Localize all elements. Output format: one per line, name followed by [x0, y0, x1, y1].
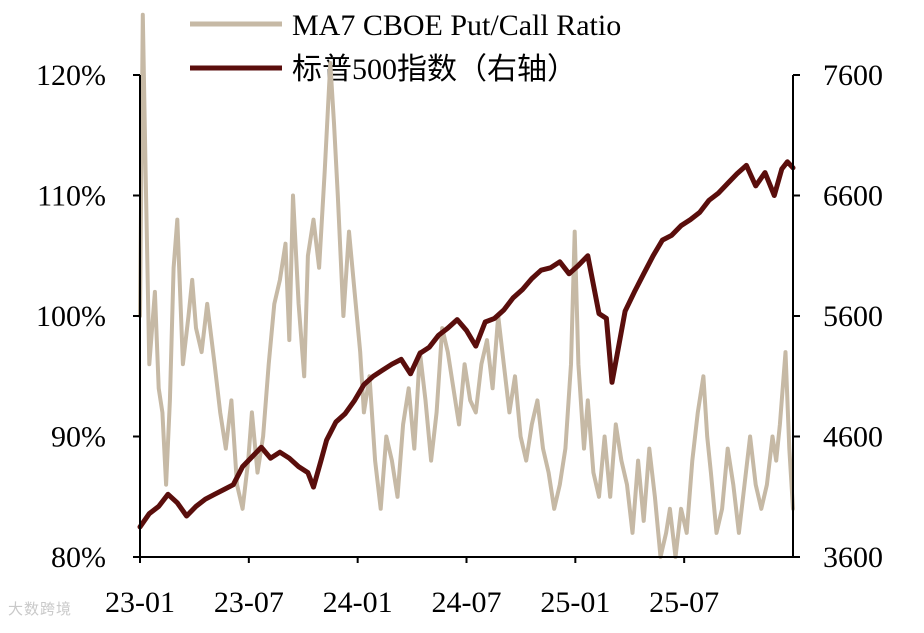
legend: MA7 CBOE Put/Call Ratio 标普500指数（右轴） — [190, 9, 621, 86]
x-tick-label: 24-01 — [323, 586, 393, 619]
right-y-tick-label: 6600 — [823, 180, 883, 213]
x-tick-label: 25-07 — [649, 586, 719, 619]
x-tick-label: 23-07 — [214, 586, 284, 619]
x-tick-label: 23-01 — [105, 586, 175, 619]
legend-label-put-call: MA7 CBOE Put/Call Ratio — [292, 9, 621, 42]
right-y-tick-label: 7600 — [823, 59, 883, 92]
right-y-tick-label: 4600 — [823, 421, 883, 454]
left-y-tick-label: 120% — [36, 59, 106, 92]
left-y-tick-label: 110% — [37, 180, 106, 213]
right-y-tick-label: 3600 — [823, 541, 883, 574]
left-y-tick-label: 90% — [51, 421, 106, 454]
axes-layer: 80% 90% 100% 110% 120% 3600 4600 5600 6600 7600 23… — [36, 59, 883, 619]
left-y-tick-label: 80% — [51, 541, 106, 574]
legend-label-sp500: 标普500指数（右轴） — [292, 53, 577, 86]
x-tick-label: 24-07 — [432, 586, 502, 619]
x-tick-label: 25-01 — [540, 586, 610, 619]
watermark-text: 大数跨境 — [8, 598, 72, 619]
series-layer — [140, 15, 793, 557]
left-y-tick-label: 100% — [36, 300, 106, 333]
series-line-sp500 — [140, 162, 793, 527]
right-y-tick-label: 5600 — [823, 300, 883, 333]
